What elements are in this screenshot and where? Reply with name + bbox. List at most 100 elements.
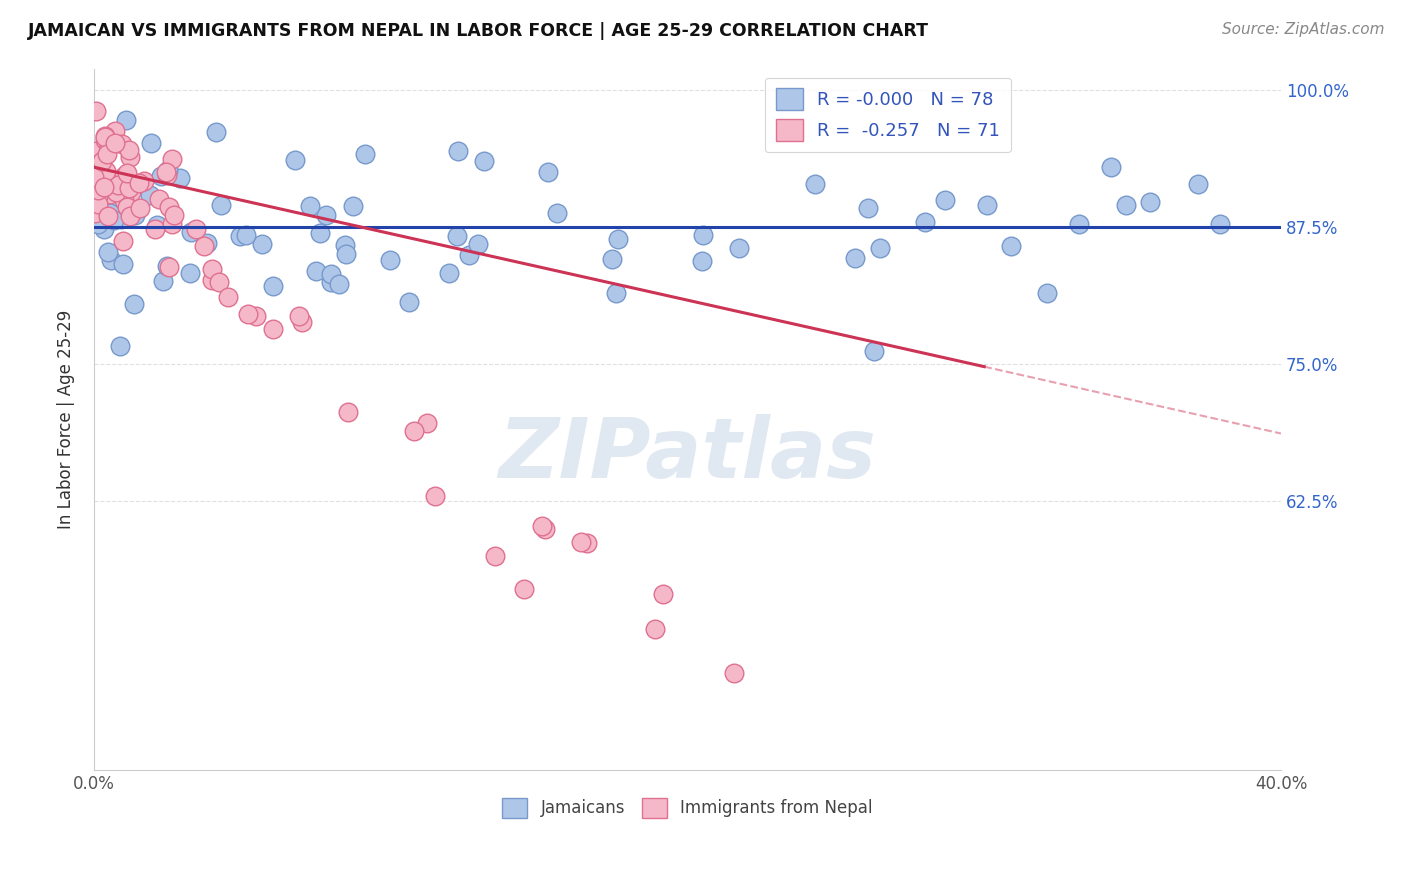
Point [143,222,166,236]
Point [118,143,141,157]
Point [87,156,110,170]
Point [644,622,666,636]
Text: ZIPatlas: ZIPatlas [499,414,876,495]
Point [1139,194,1161,209]
Point [575,536,598,550]
Point [262,321,284,335]
Point [146,219,169,233]
Point [546,206,568,220]
Point [112,169,135,183]
Point [1099,160,1122,174]
Point [179,266,201,280]
Point [112,193,135,207]
Point [93,222,115,236]
Point [98,138,121,153]
Point [128,176,150,190]
Point [284,153,307,167]
Point [1187,177,1209,191]
Point [309,226,332,240]
Point [115,205,138,219]
Point [84,144,107,158]
Text: Source: ZipAtlas.com: Source: ZipAtlas.com [1222,22,1385,37]
Y-axis label: In Labor Force | Age 25-29: In Labor Force | Age 25-29 [58,310,75,529]
Point [96,245,118,260]
Point [236,308,259,322]
Point [287,310,309,324]
Point [446,228,468,243]
Point [111,234,134,248]
Point [118,181,141,195]
Point [1036,286,1059,301]
Point [122,296,145,310]
Point [1000,239,1022,253]
Point [569,534,592,549]
Point [200,261,222,276]
Point [235,228,257,243]
Point [86,183,108,197]
Point [844,252,866,266]
Point [97,209,120,223]
Point [156,163,179,178]
Point [118,209,141,223]
Point [467,237,489,252]
Point [148,192,170,206]
Point [93,169,115,184]
Point [108,339,131,353]
Point [437,266,460,280]
Point [209,198,232,212]
Point [229,228,252,243]
Point [976,198,998,212]
Point [138,188,160,202]
Point [607,232,630,246]
Point [132,174,155,188]
Point [530,519,553,533]
Point [217,290,239,304]
Point [180,225,202,239]
Point [1115,198,1137,212]
Point [94,128,117,143]
Point [124,208,146,222]
Point [156,168,179,182]
Point [157,260,180,275]
Point [1067,217,1090,231]
Point [321,267,343,281]
Point [87,154,110,169]
Point [513,582,536,596]
Point [120,186,142,200]
Point [150,169,173,183]
Point [207,276,229,290]
Point [337,405,360,419]
Point [723,666,745,681]
Point [458,248,481,262]
Point [484,549,506,564]
Point [83,184,105,198]
Point [103,213,125,227]
Point [425,489,447,503]
Point [321,275,343,289]
Point [162,217,184,231]
Point [858,201,880,215]
Point [195,235,218,250]
Point [104,136,127,150]
Point [110,212,132,227]
Point [869,241,891,255]
Point [91,154,114,169]
Point [298,199,321,213]
Point [84,103,107,118]
Point [605,286,627,301]
Point [93,133,115,147]
Point [914,215,936,229]
Point [163,208,186,222]
Point [160,152,183,166]
Point [205,125,228,139]
Point [416,417,439,431]
Point [354,147,377,161]
Point [305,264,328,278]
Point [537,164,560,178]
Point [803,177,825,191]
Point [90,169,112,183]
Point [245,310,267,324]
Point [83,170,105,185]
Point [115,200,138,214]
Point [87,197,110,211]
